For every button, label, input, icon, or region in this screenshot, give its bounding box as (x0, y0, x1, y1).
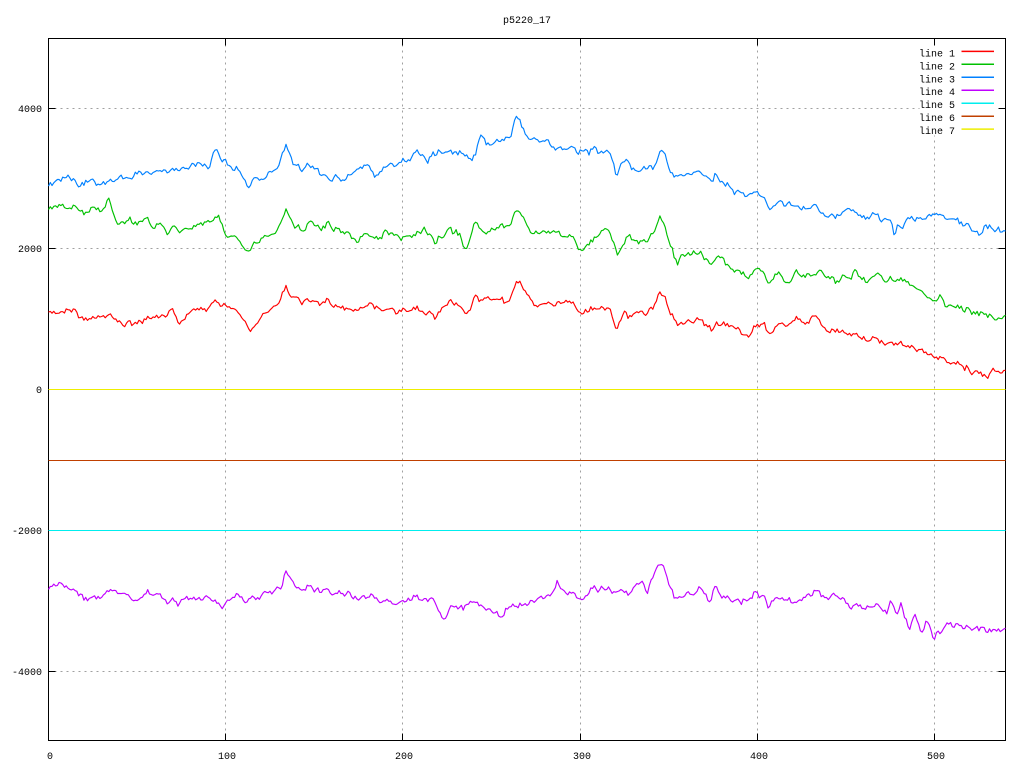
svg-text:line 1: line 1 (919, 48, 955, 60)
svg-text:200: 200 (395, 752, 413, 763)
svg-text:line 4: line 4 (919, 87, 955, 99)
svg-text:-4000: -4000 (12, 668, 42, 679)
svg-text:2000: 2000 (18, 245, 42, 256)
svg-text:line 6: line 6 (919, 113, 955, 125)
svg-text:300: 300 (573, 752, 591, 763)
svg-text:500: 500 (927, 752, 945, 763)
svg-text:line 5: line 5 (919, 100, 955, 112)
svg-text:400: 400 (750, 752, 768, 763)
svg-text:line 7: line 7 (919, 126, 955, 138)
svg-text:0: 0 (47, 752, 53, 763)
svg-text:p5220_17: p5220_17 (503, 16, 551, 27)
svg-text:line 2: line 2 (919, 61, 955, 73)
svg-text:0: 0 (36, 386, 42, 397)
svg-text:line 3: line 3 (919, 74, 955, 86)
svg-text:-2000: -2000 (12, 527, 42, 538)
svg-text:100: 100 (218, 752, 236, 763)
svg-text:4000: 4000 (18, 105, 42, 116)
